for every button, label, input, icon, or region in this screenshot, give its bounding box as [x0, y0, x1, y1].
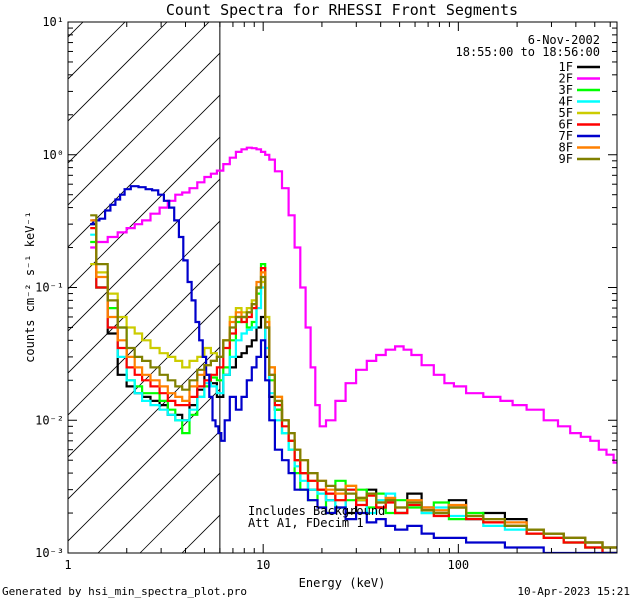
y-tick-label: 10⁻² [35, 413, 64, 427]
hatch-line [266, 0, 640, 553]
series-line-2f [90, 146, 617, 464]
legend-label-2f: 2F [559, 72, 573, 86]
hatch-line [68, 220, 220, 374]
x-tick-label: 100 [447, 558, 469, 572]
hatch-line [0, 0, 110, 553]
hatch-line [68, 136, 220, 290]
legend-label-1f: 1F [559, 60, 573, 74]
y-tick-label: 10⁻³ [35, 546, 64, 560]
legend-label-9f: 9F [559, 152, 573, 166]
hatch-line [68, 388, 220, 542]
hatch-line [97, 430, 220, 553]
y-tick-label: 10⁰ [42, 148, 64, 162]
series-line-9f [90, 214, 617, 549]
hatch-line [392, 0, 640, 553]
footer-generated-by: Generated by hsi_min_spectra_plot.pro [2, 585, 247, 598]
legend-label-8f: 8F [559, 141, 573, 155]
y-tick-label: 10¹ [42, 15, 64, 29]
legend-label-4f: 4F [559, 95, 573, 109]
plot-frame [67, 21, 618, 554]
legend-label-5f: 5F [559, 106, 573, 120]
note-attenuator: Att A1, FDecim 1 [248, 516, 364, 530]
hatch-line [602, 0, 640, 553]
y-tick-label: 10⁻¹ [35, 281, 64, 295]
footer-timestamp: 10-Apr-2023 15:21 [517, 585, 630, 598]
x-tick-label: 10 [256, 558, 270, 572]
chart-title: Count Spectra for RHESSI Front Segments [166, 1, 518, 19]
hatch-lines [0, 0, 640, 553]
note-background: Includes Background [248, 504, 385, 518]
hatch-line [68, 178, 220, 332]
series-line-1f [90, 223, 617, 549]
hatch-line [308, 0, 640, 553]
attenuator-hatch-band [0, 0, 640, 553]
hatch-line [68, 22, 126, 80]
time-range-label: 18:55:00 to 18:56:00 [456, 45, 601, 59]
legend-label-6f: 6F [559, 118, 573, 132]
series-layer [90, 146, 617, 553]
hatch-line [68, 304, 220, 458]
hatch-line [68, 22, 210, 164]
x-tick-label: 1 [64, 558, 71, 572]
hatch-line [68, 346, 220, 500]
hatch-line [68, 22, 168, 122]
hatch-line [434, 0, 640, 553]
hatch-line [224, 0, 640, 553]
legend-label-7f: 7F [559, 129, 573, 143]
hatch-line [68, 52, 220, 206]
legend-label-3f: 3F [559, 83, 573, 97]
axes: 1 10 100 10⁻³ 10⁻² 10⁻¹ 10⁰ 10¹ [35, 15, 617, 572]
series-line-7f [90, 185, 617, 553]
hatch-line [518, 0, 640, 553]
date-label: 6-Nov-2002 [528, 33, 600, 47]
y-axis-label: counts cm⁻² s⁻¹ keV⁻¹ [23, 211, 37, 363]
hatch-line [350, 0, 640, 553]
x-axis-label: Energy (keV) [299, 576, 386, 590]
